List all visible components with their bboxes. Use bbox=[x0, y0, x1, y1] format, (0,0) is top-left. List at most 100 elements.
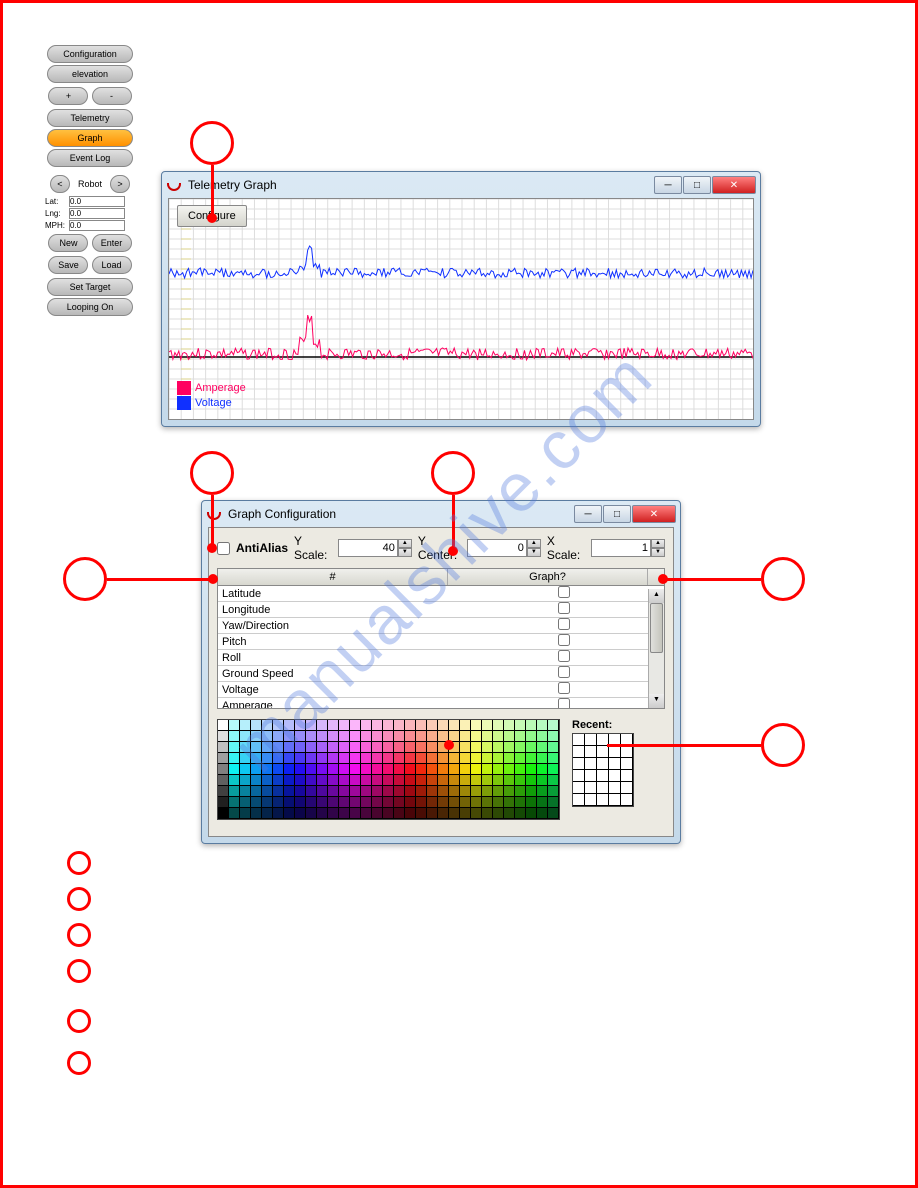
palette-cell[interactable] bbox=[350, 742, 361, 753]
new-button[interactable]: New bbox=[48, 234, 88, 252]
spin-down[interactable]: ▼ bbox=[527, 548, 541, 557]
palette-cell[interactable] bbox=[339, 764, 350, 775]
recent-cell[interactable] bbox=[597, 758, 609, 770]
table-row[interactable]: Yaw/Direction bbox=[218, 618, 664, 634]
row-checkbox[interactable] bbox=[558, 698, 570, 708]
palette-cell[interactable] bbox=[306, 753, 317, 764]
recent-cell[interactable] bbox=[597, 782, 609, 794]
palette-cell[interactable] bbox=[262, 775, 273, 786]
palette-cell[interactable] bbox=[537, 775, 548, 786]
palette-cell[interactable] bbox=[526, 753, 537, 764]
recent-cell[interactable] bbox=[585, 758, 597, 770]
palette-cell[interactable] bbox=[526, 764, 537, 775]
palette-cell[interactable] bbox=[383, 742, 394, 753]
palette-cell[interactable] bbox=[317, 720, 328, 731]
palette-cell[interactable] bbox=[339, 797, 350, 808]
palette-cell[interactable] bbox=[416, 753, 427, 764]
table-row[interactable]: Voltage bbox=[218, 682, 664, 698]
palette-cell[interactable] bbox=[405, 731, 416, 742]
palette-cell[interactable] bbox=[295, 742, 306, 753]
palette-cell[interactable] bbox=[438, 775, 449, 786]
palette-cell[interactable] bbox=[284, 753, 295, 764]
palette-cell[interactable] bbox=[372, 786, 383, 797]
palette-cell[interactable] bbox=[460, 775, 471, 786]
palette-cell[interactable] bbox=[328, 753, 339, 764]
palette-cell[interactable] bbox=[229, 720, 240, 731]
recent-cell[interactable] bbox=[573, 794, 585, 806]
palette-cell[interactable] bbox=[339, 753, 350, 764]
palette-cell[interactable] bbox=[427, 753, 438, 764]
palette-cell[interactable] bbox=[471, 753, 482, 764]
palette-cell[interactable] bbox=[471, 764, 482, 775]
palette-cell[interactable] bbox=[328, 808, 339, 819]
palette-cell[interactable] bbox=[394, 731, 405, 742]
palette-cell[interactable] bbox=[504, 797, 515, 808]
palette-cell[interactable] bbox=[482, 742, 493, 753]
row-checkbox[interactable] bbox=[558, 618, 570, 630]
palette-cell[interactable] bbox=[537, 720, 548, 731]
palette-cell[interactable] bbox=[471, 731, 482, 742]
palette-cell[interactable] bbox=[306, 786, 317, 797]
palette-cell[interactable] bbox=[504, 753, 515, 764]
palette-cell[interactable] bbox=[405, 808, 416, 819]
palette-cell[interactable] bbox=[295, 797, 306, 808]
recent-cell[interactable] bbox=[585, 782, 597, 794]
mph-field[interactable] bbox=[69, 220, 125, 231]
row-checkbox[interactable] bbox=[558, 634, 570, 646]
palette-cell[interactable] bbox=[438, 753, 449, 764]
palette-cell[interactable] bbox=[493, 786, 504, 797]
palette-cell[interactable] bbox=[548, 720, 559, 731]
palette-cell[interactable] bbox=[460, 753, 471, 764]
palette-cell[interactable] bbox=[361, 720, 372, 731]
palette-cell[interactable] bbox=[284, 775, 295, 786]
palette-cell[interactable] bbox=[537, 731, 548, 742]
row-checkbox[interactable] bbox=[558, 666, 570, 678]
palette-cell[interactable] bbox=[548, 753, 559, 764]
palette-cell[interactable] bbox=[537, 786, 548, 797]
palette-cell[interactable] bbox=[273, 808, 284, 819]
palette-cell[interactable] bbox=[548, 742, 559, 753]
spin-up[interactable]: ▲ bbox=[398, 539, 412, 548]
palette-cell[interactable] bbox=[493, 764, 504, 775]
palette-cell[interactable] bbox=[251, 786, 262, 797]
palette-cell[interactable] bbox=[449, 775, 460, 786]
recent-cell[interactable] bbox=[609, 758, 621, 770]
palette-cell[interactable] bbox=[493, 775, 504, 786]
palette-cell[interactable] bbox=[218, 742, 229, 753]
palette-cell[interactable] bbox=[449, 808, 460, 819]
palette-cell[interactable] bbox=[416, 720, 427, 731]
palette-cell[interactable] bbox=[493, 753, 504, 764]
palette-cell[interactable] bbox=[427, 764, 438, 775]
palette-cell[interactable] bbox=[350, 764, 361, 775]
palette-cell[interactable] bbox=[350, 808, 361, 819]
palette-cell[interactable] bbox=[350, 753, 361, 764]
palette-cell[interactable] bbox=[372, 720, 383, 731]
xscale-field[interactable] bbox=[591, 539, 651, 557]
palette-cell[interactable] bbox=[284, 742, 295, 753]
palette-cell[interactable] bbox=[537, 808, 548, 819]
minus-button[interactable]: - bbox=[92, 87, 132, 105]
palette-cell[interactable] bbox=[504, 742, 515, 753]
palette-cell[interactable] bbox=[460, 742, 471, 753]
palette-cell[interactable] bbox=[251, 764, 262, 775]
spin-down[interactable]: ▼ bbox=[398, 548, 412, 557]
palette-cell[interactable] bbox=[548, 808, 559, 819]
palette-cell[interactable] bbox=[306, 808, 317, 819]
palette-cell[interactable] bbox=[504, 808, 515, 819]
palette-cell[interactable] bbox=[372, 808, 383, 819]
minimize-button[interactable]: ─ bbox=[574, 505, 602, 523]
palette-cell[interactable] bbox=[548, 797, 559, 808]
palette-cell[interactable] bbox=[284, 786, 295, 797]
palette-cell[interactable] bbox=[273, 742, 284, 753]
table-header-num[interactable]: # bbox=[218, 569, 448, 585]
palette-cell[interactable] bbox=[526, 786, 537, 797]
palette-cell[interactable] bbox=[262, 786, 273, 797]
palette-cell[interactable] bbox=[482, 731, 493, 742]
palette-cell[interactable] bbox=[460, 797, 471, 808]
palette-cell[interactable] bbox=[537, 753, 548, 764]
palette-cell[interactable] bbox=[361, 731, 372, 742]
palette-cell[interactable] bbox=[229, 775, 240, 786]
row-checkbox[interactable] bbox=[558, 602, 570, 614]
recent-cell[interactable] bbox=[621, 794, 633, 806]
palette-cell[interactable] bbox=[416, 731, 427, 742]
